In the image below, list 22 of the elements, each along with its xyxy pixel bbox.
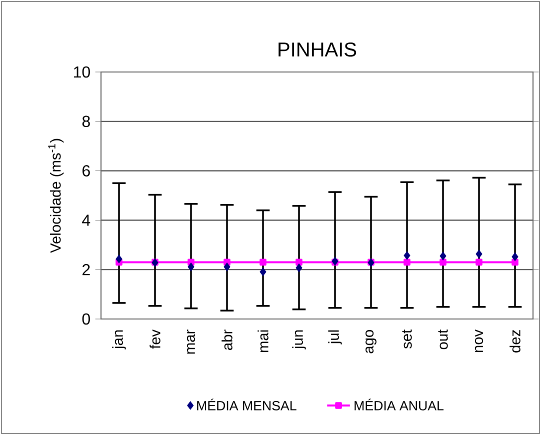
y-tick-label: 4 bbox=[82, 214, 90, 226]
x-tick-label: fev bbox=[150, 329, 160, 349]
x-tick-label: dez bbox=[510, 330, 520, 352]
legend-label: MÉDIA MENSAL bbox=[197, 398, 296, 410]
x-tick-label: ago bbox=[366, 330, 376, 354]
y-axis-title: Velocidade (ms$^{-1}$) bbox=[48, 138, 64, 253]
x-tick-label: jul bbox=[328, 330, 342, 344]
legend-label: MÉDIA ANUAL bbox=[354, 398, 444, 410]
x-tick-label: set bbox=[402, 330, 412, 349]
y-tick-label: 8 bbox=[82, 116, 90, 128]
chart-title: PINHAIS bbox=[278, 42, 356, 57]
y-tick-label: 10 bbox=[74, 66, 90, 78]
x-tick-label: abr bbox=[222, 330, 232, 350]
x-tick-label: mai bbox=[258, 330, 268, 352]
y-tick-label: 6 bbox=[82, 165, 90, 176]
y-tick-label: 2 bbox=[82, 264, 90, 276]
x-tick-label: jan bbox=[112, 330, 126, 350]
x-tick-label: out bbox=[438, 330, 448, 350]
y-tick-label: 0 bbox=[82, 313, 90, 325]
x-tick-label: mar bbox=[186, 330, 196, 354]
x-tick-label: jun bbox=[292, 330, 306, 350]
x-tick-label: nov bbox=[475, 329, 484, 352]
